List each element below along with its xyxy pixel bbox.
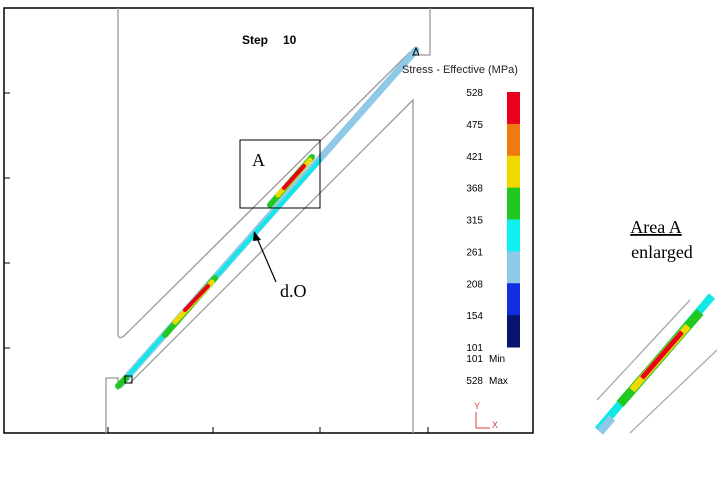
arrow — [256, 237, 277, 283]
legend-band — [507, 315, 520, 348]
area-box — [239, 139, 321, 209]
legend-band — [507, 219, 520, 252]
axes-icon — [475, 412, 490, 429]
legend-tick: 368 — [466, 184, 483, 195]
arrow-label: d.O — [280, 281, 307, 301]
legend-tick: 315 — [466, 216, 483, 227]
min-value: 101 — [466, 354, 483, 365]
axis-x-label: X — [492, 420, 498, 430]
node-marker — [124, 375, 133, 384]
arrow-head — [253, 231, 261, 241]
min-label: Min — [489, 354, 505, 365]
axis-y-label: Y — [474, 401, 480, 411]
legend-title: Stress - Effective (MPa) — [402, 64, 518, 76]
legend-band — [507, 283, 520, 316]
step-number: 10 — [283, 33, 297, 47]
max-label: Max — [489, 376, 508, 387]
inset-title: Area A — [630, 217, 681, 237]
legend-band — [507, 123, 520, 157]
legend-band — [507, 187, 520, 220]
legend-tick: 475 — [466, 120, 483, 131]
legend-tick: 101 — [466, 343, 483, 354]
area-label: A — [252, 150, 265, 170]
legend-tick: 261 — [466, 247, 483, 258]
inset-subtitle: enlarged — [631, 242, 693, 262]
inset-image — [594, 293, 717, 435]
strip — [115, 46, 420, 389]
legend-tick: 528 — [466, 88, 483, 99]
legend-tick: 208 — [466, 279, 483, 290]
legend-band — [507, 155, 520, 189]
step-label: Step — [242, 33, 268, 47]
node-marker — [412, 46, 420, 56]
legend-band — [507, 251, 520, 284]
legend-tick: 154 — [466, 311, 483, 322]
legend: 528 475 421 368 315 261 208 154 101 — [466, 88, 520, 354]
frame — [3, 7, 534, 434]
frame-ticks — [4, 92, 429, 433]
legend-band — [507, 92, 520, 125]
die-outline — [105, 8, 431, 433]
legend-tick: 421 — [466, 152, 483, 163]
max-value: 528 — [466, 376, 483, 387]
